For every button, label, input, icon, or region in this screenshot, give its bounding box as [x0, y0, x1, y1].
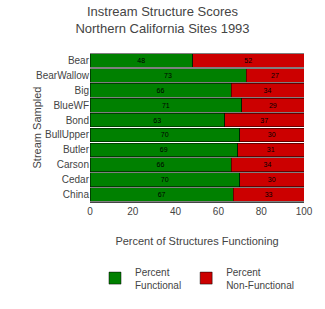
- svg-text:31: 31: [267, 146, 275, 153]
- svg-text:71: 71: [162, 102, 170, 109]
- svg-text:30: 30: [268, 176, 276, 183]
- svg-text:Instream Structure ScoresNorth: Instream Structure ScoresNorthern Califo…: [75, 4, 249, 36]
- svg-text:Stream Sampled: Stream Sampled: [31, 87, 43, 169]
- svg-text:PercentNon-Functional: PercentNon-Functional: [226, 267, 294, 291]
- svg-text:100: 100: [296, 206, 313, 217]
- svg-text:80: 80: [256, 206, 268, 217]
- svg-text:Carson: Carson: [57, 159, 89, 170]
- svg-text:70: 70: [161, 176, 169, 183]
- svg-text:73: 73: [164, 72, 172, 79]
- svg-text:34: 34: [264, 87, 272, 94]
- svg-text:0: 0: [87, 206, 93, 217]
- svg-text:27: 27: [271, 72, 279, 79]
- svg-text:67: 67: [158, 191, 166, 198]
- svg-text:63: 63: [153, 117, 161, 124]
- svg-text:30: 30: [268, 131, 276, 138]
- svg-text:BearWallow: BearWallow: [36, 70, 90, 81]
- svg-text:66: 66: [157, 87, 165, 94]
- svg-text:BlueWF: BlueWF: [53, 100, 89, 111]
- svg-text:52: 52: [244, 57, 252, 64]
- svg-text:Bond: Bond: [66, 115, 89, 126]
- svg-text:Big: Big: [75, 85, 89, 96]
- svg-text:37: 37: [260, 117, 268, 124]
- svg-text:29: 29: [269, 102, 277, 109]
- svg-text:BullUpper: BullUpper: [45, 129, 90, 140]
- svg-text:40: 40: [170, 206, 182, 217]
- svg-text:Cedar: Cedar: [62, 174, 90, 185]
- svg-text:Butler: Butler: [63, 144, 90, 155]
- svg-text:20: 20: [127, 206, 139, 217]
- svg-text:60: 60: [213, 206, 225, 217]
- svg-text:34: 34: [264, 161, 272, 168]
- svg-text:Percent of Structures Function: Percent of Structures Functioning: [115, 235, 278, 247]
- svg-text:Bear: Bear: [68, 55, 90, 66]
- svg-text:69: 69: [160, 146, 168, 153]
- svg-text:PercentFunctional: PercentFunctional: [135, 267, 181, 291]
- svg-text:70: 70: [161, 131, 169, 138]
- svg-text:66: 66: [157, 161, 165, 168]
- svg-text:China: China: [63, 189, 90, 200]
- svg-text:48: 48: [137, 57, 145, 64]
- svg-text:33: 33: [265, 191, 273, 198]
